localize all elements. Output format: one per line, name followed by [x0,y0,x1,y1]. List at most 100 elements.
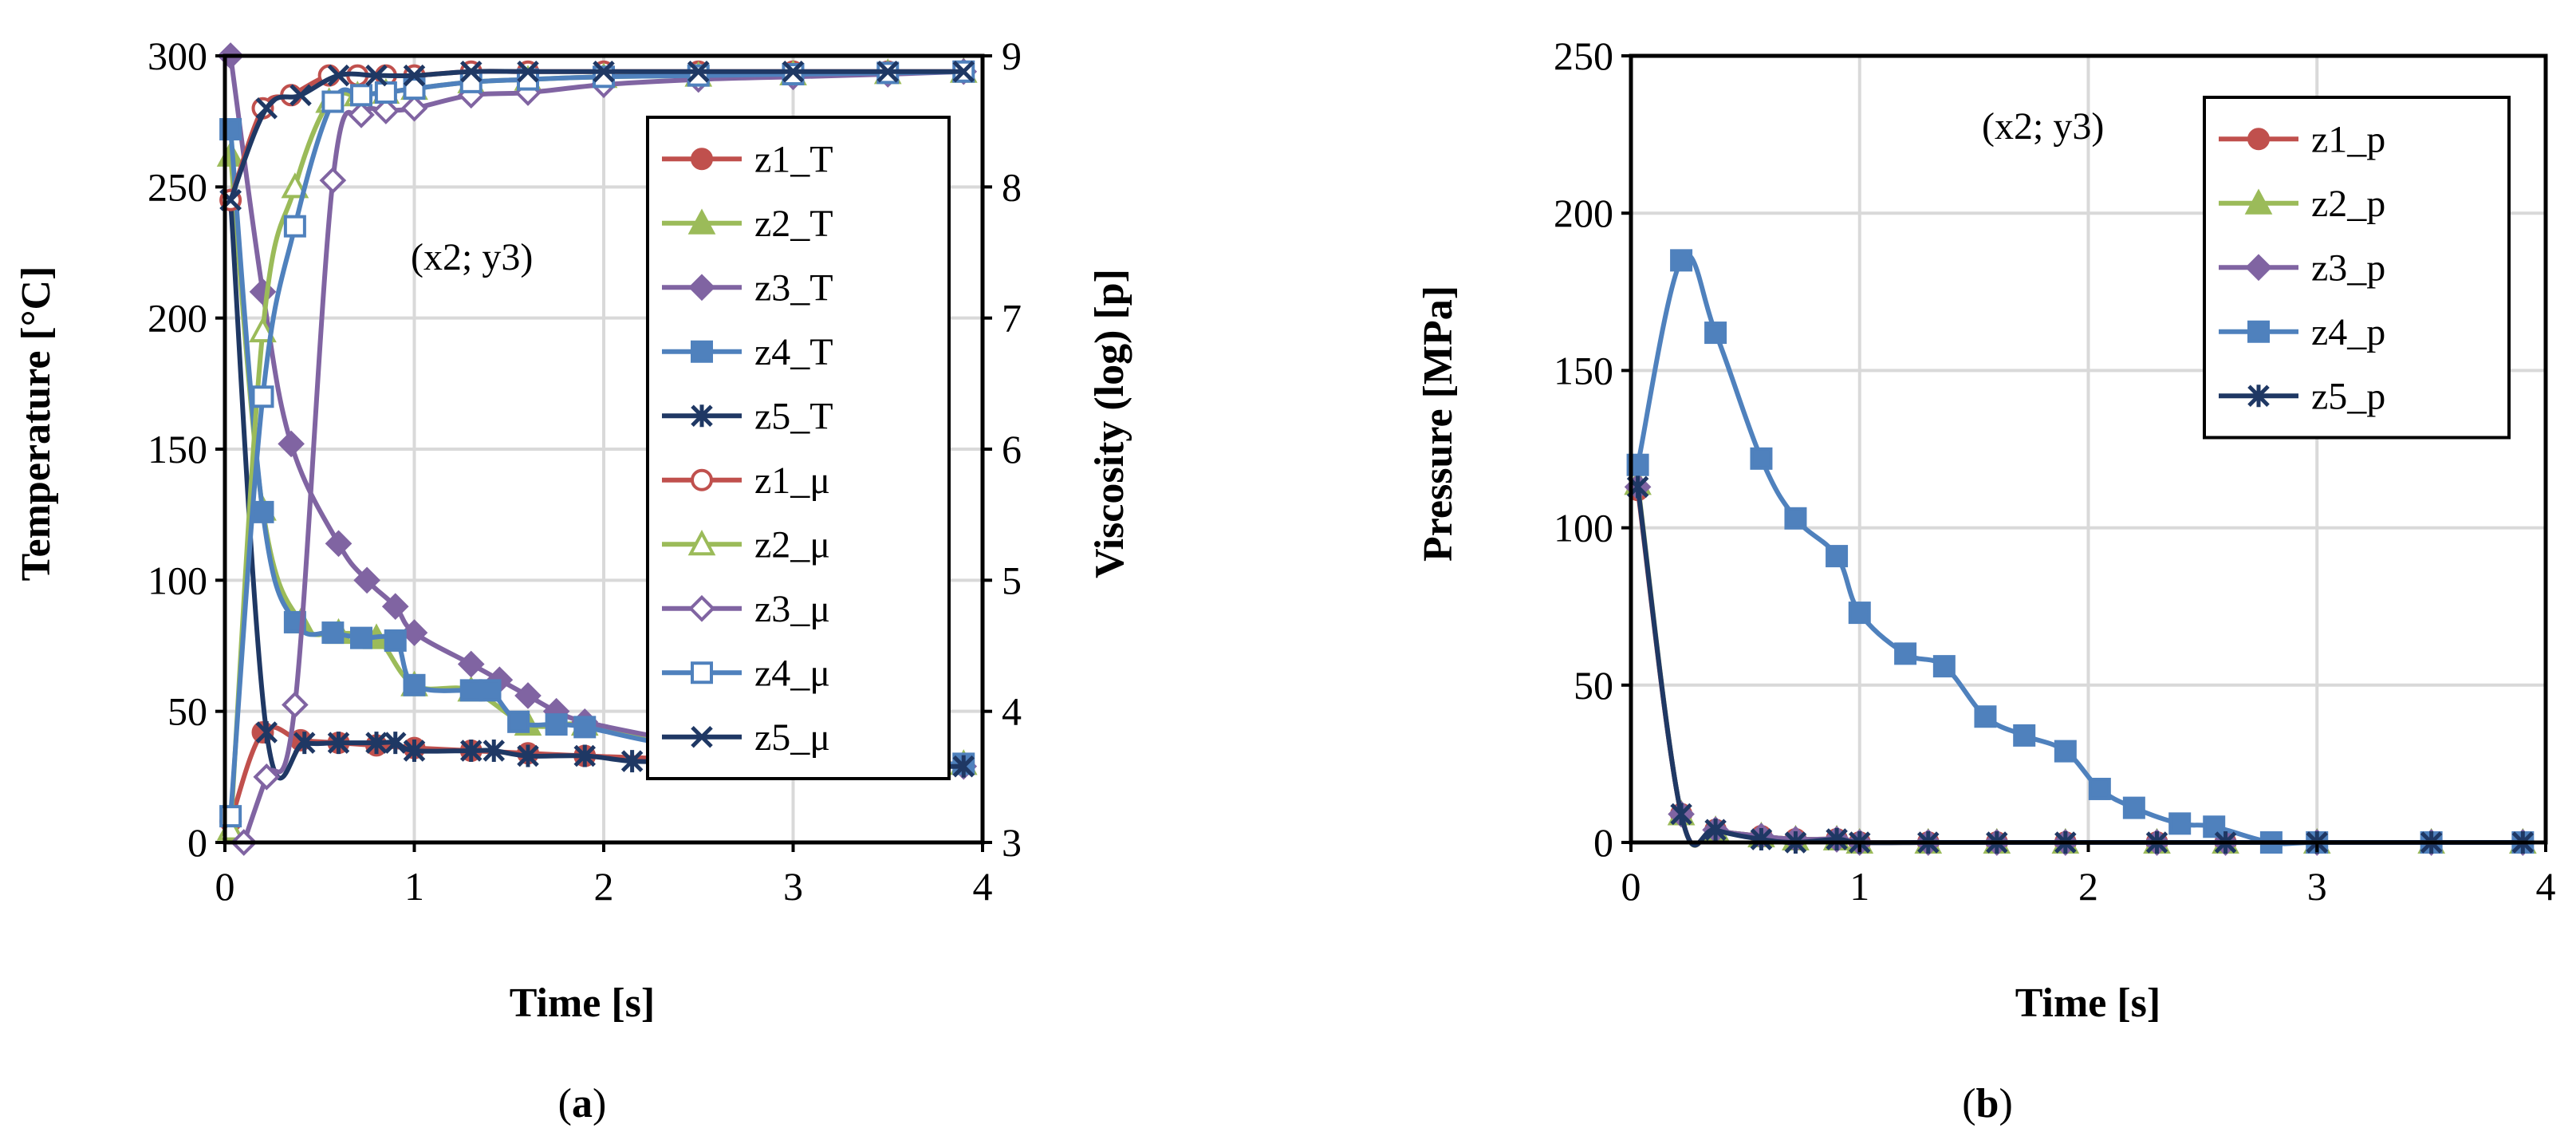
data-point-z3_T [381,593,409,621]
data-point-z5_T [517,744,539,767]
series-z5_p [1626,475,2535,854]
series-z2_p [1624,469,2537,854]
legend-marker [2244,188,2273,215]
data-point-z3_μ [372,97,400,124]
legend-marker [691,725,713,748]
x-tick-label: 0 [215,864,235,909]
legend-marker [2247,385,2270,408]
legend-item-z2_p: z2_p [2219,183,2385,225]
data-point-z5_T [483,739,506,762]
data-point-z4_p [1826,545,1849,568]
series-line-z2_p [1635,483,2523,848]
panel-a-annotation: (x2; y3) [411,236,533,278]
data-point-z3_T [400,619,428,646]
panel-a-legend: z1_T z2_T z3_T z4_T z5_T z1_μ z2_μ z3_μ z4_μ z5_μ [646,116,951,780]
x-tick-label: 1 [404,864,424,909]
legend-item-z5_T: z5_T [662,395,833,437]
data-point-z3_μ [348,101,375,128]
legend-item-z2_T: z2_T [662,203,833,245]
data-point-z3_T [325,530,353,558]
data-point-z4_T [573,716,597,739]
series-z3_p [1624,473,2537,856]
legend-item-z3_T: z3_T [662,266,833,309]
data-point-z4_T [507,710,530,733]
legend-marker [2245,254,2272,282]
data-point-z4_p [1894,642,1917,665]
series-z1_p [1626,479,2535,854]
data-point-z5_T [365,732,388,755]
y-tick-label: 150 [1554,348,1613,393]
panel-b-xlabel: Time [s] [2015,980,2160,1026]
legend-label: z4_T [754,331,833,373]
series-line-z5_p [1635,486,2523,848]
data-point-z4_p [2054,740,2077,763]
panel-a-ylabel: Temperature [°C] [14,266,59,582]
legend-label: z3_μ [754,588,830,630]
data-point-z5_μ [327,64,350,87]
data-point-z5_p [1704,819,1727,842]
data-point-z5_μ [687,60,710,83]
data-point-z4_p [1784,507,1807,530]
data-point-z4_p [1932,655,1956,678]
y2-tick-label: 6 [1002,427,1022,471]
x-tick-label: 4 [2536,864,2556,909]
data-point-z4_T [545,713,568,736]
data-point-z4_p [1670,249,1693,272]
y-tick-label: 100 [1554,506,1613,550]
legend-marker [687,208,716,235]
data-point-z4_T [479,679,502,702]
legend-label: z2_T [754,203,833,245]
data-point-z4_p [1704,322,1727,345]
data-point-z5_μ [517,60,539,83]
legend-item-z3_p: z3_p [2219,247,2385,289]
data-point-z5_T [403,739,426,762]
series-line-z1_p [1635,489,2523,848]
data-point-z4_T [321,621,345,645]
legend-item-z4_T: z4_T [662,331,833,373]
data-point-z5_T [459,739,483,762]
legend-item-z1_T: z1_T [662,138,833,180]
data-point-z5_T [384,732,407,755]
legend-marker [691,340,713,363]
data-point-z3_μ [400,94,428,122]
data-point-z5_μ [593,60,615,83]
legend-marker [688,274,715,302]
data-point-z3_T [353,566,380,594]
legend-label: z2_μ [754,523,830,566]
panel-a-xlabel: Time [s] [510,980,655,1026]
y-tick-label: 0 [1593,820,1613,865]
y2-tick-label: 8 [1002,164,1022,209]
legend-item-z5_μ: z5_μ [662,716,830,759]
data-point-z3_μ [319,167,347,194]
data-point-z4_μ [459,70,483,93]
legend-marker [691,661,713,684]
x-tick-label: 1 [1849,864,1869,909]
data-point-z5_μ [459,60,483,83]
x-tick-label: 3 [783,864,803,909]
panel-b-legend: z1_p z2_p z3_p z4_p z5_p [2203,96,2511,440]
y-tick-label: 250 [1554,34,1613,78]
legend-item-z1_μ: z1_μ [662,460,830,502]
y2-tick-label: 9 [1002,34,1022,78]
x-tick-label: 0 [1621,864,1641,909]
data-point-z5_T [293,732,316,755]
data-point-z3_T [278,430,305,458]
legend-marker [691,148,713,171]
panel-a-y2label: Viscosity (log) [p] [1087,269,1132,578]
data-point-z5_p [1670,803,1692,826]
data-point-z3_T [457,650,485,678]
legend-label: z1_μ [754,460,830,502]
data-point-z4_μ [350,84,372,107]
legend-label: z4_p [2311,311,2385,353]
data-point-z5_μ [255,97,278,120]
data-point-z4_p [2122,796,2145,819]
panel-a-caption: (a) [558,1081,607,1126]
y2-tick-label: 3 [1002,820,1022,865]
data-point-z4_p [2013,724,2036,747]
y-tick-label: 50 [167,689,207,734]
legend-marker [691,468,713,491]
x-tick-label: 3 [2307,864,2327,909]
legend-marker [687,530,716,556]
